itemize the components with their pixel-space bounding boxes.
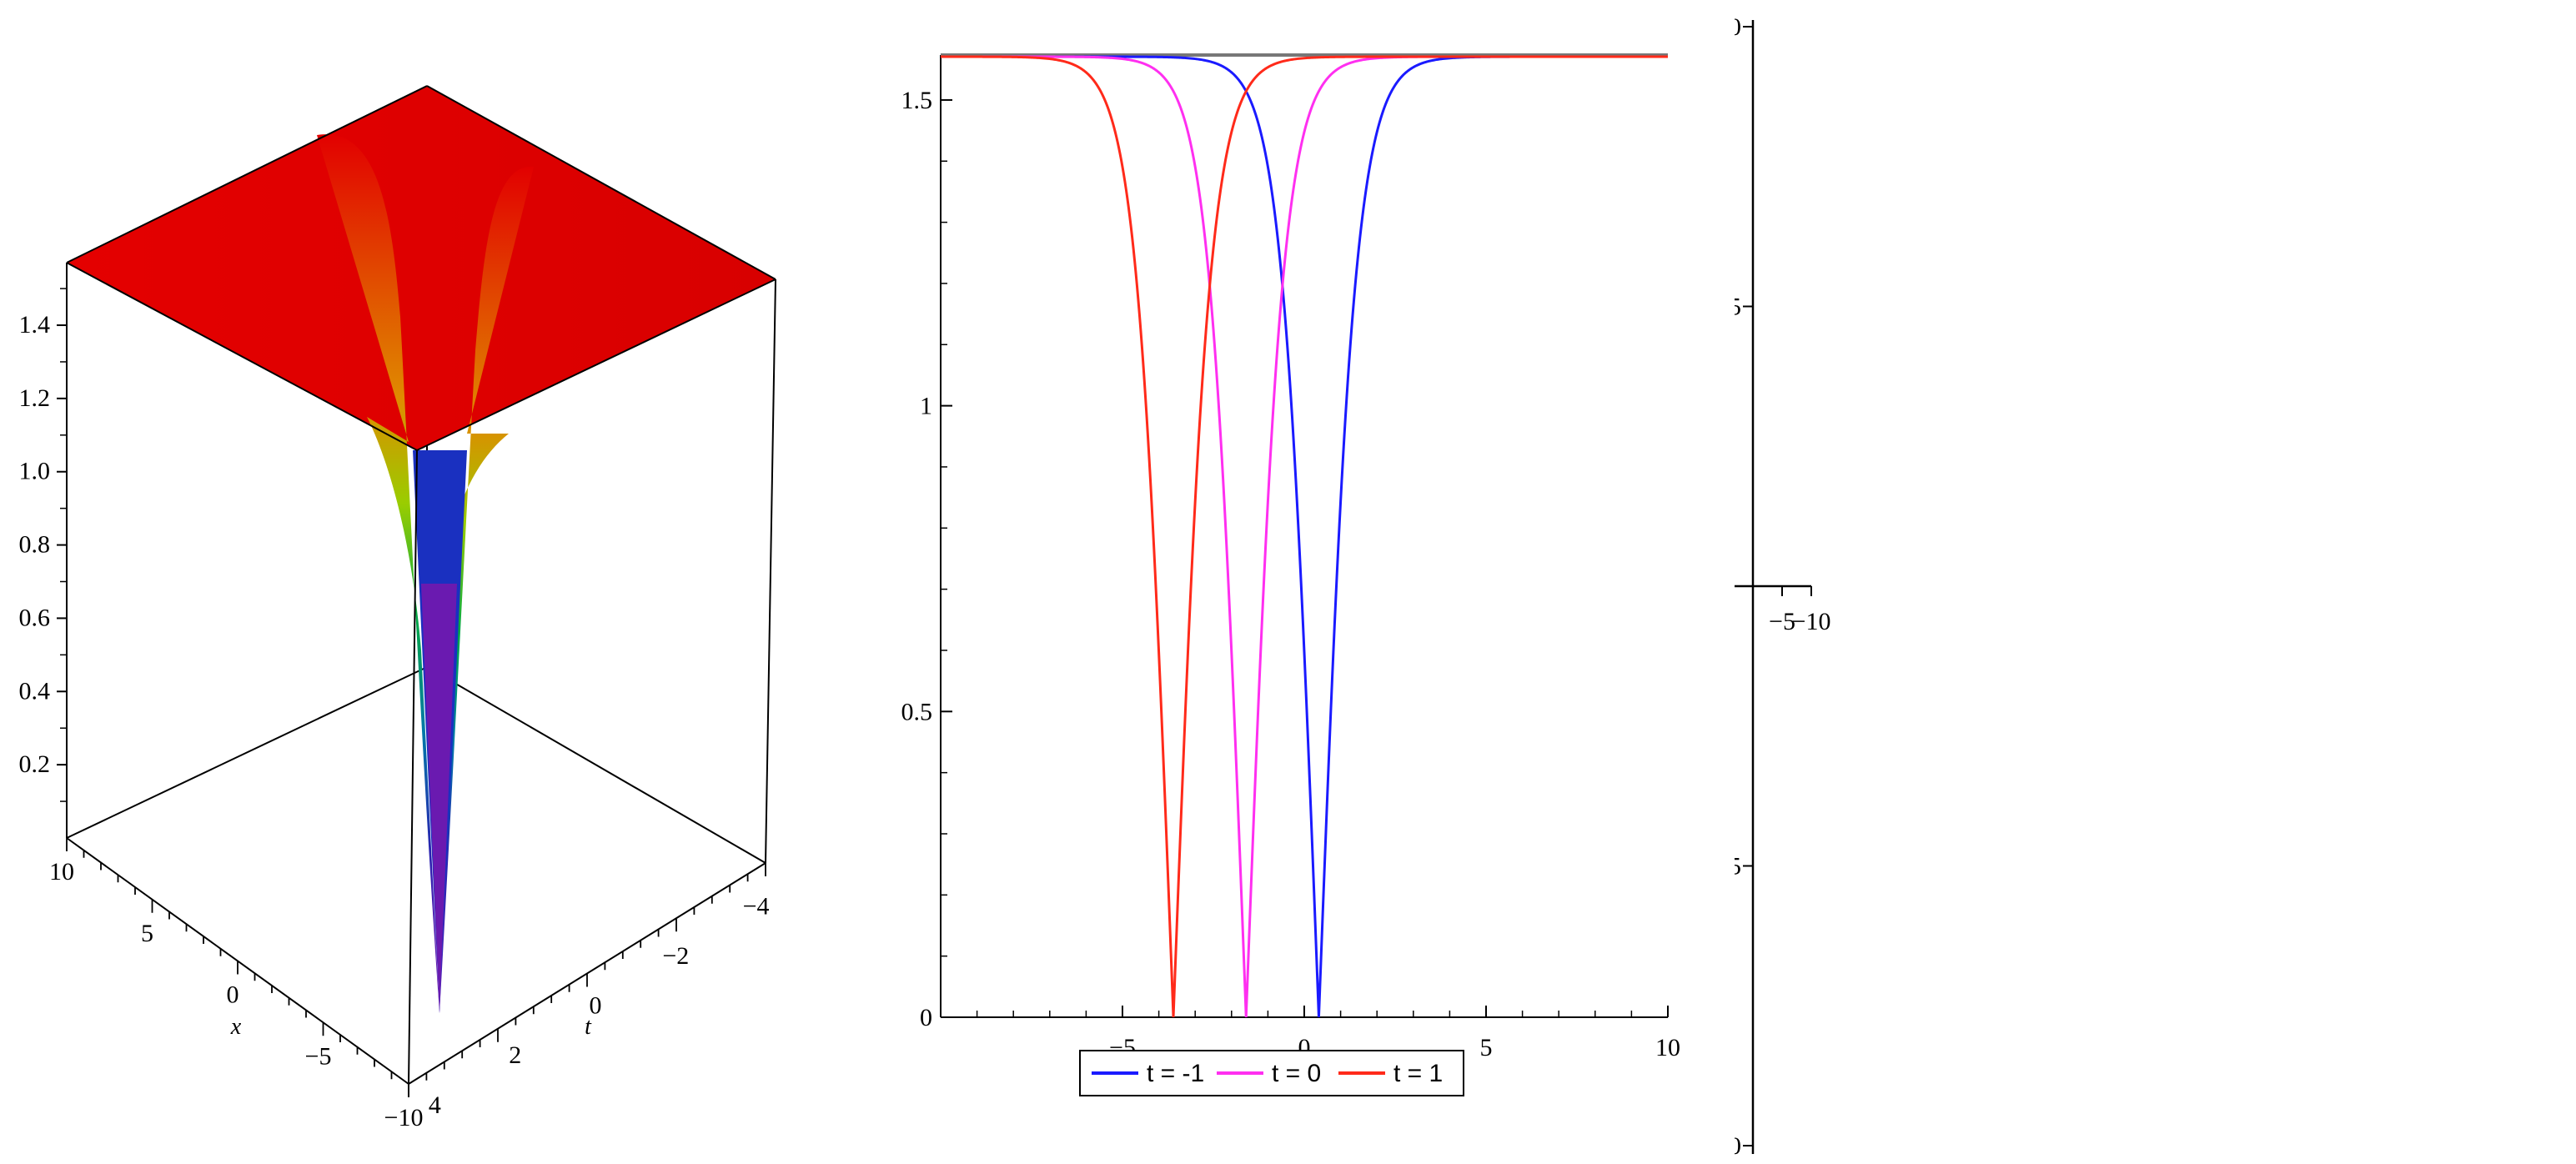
t3d-tick-label: 2 — [509, 1041, 521, 1069]
t3d-tick-label: 4 — [429, 1091, 441, 1119]
contour-line — [1735, 138, 1817, 754]
t3d-tick-label: −2 — [662, 942, 689, 970]
z-tick-label: 0.6 — [19, 604, 51, 631]
box-edge — [426, 85, 776, 280]
line-chart: 00.511.5−50510xt = -1t = 0t = 1 — [901, 53, 1680, 1098]
surface-trough-left — [317, 134, 439, 1013]
y-tick-label: 1 — [920, 393, 932, 420]
x3d-tick-label: 10 — [49, 858, 74, 886]
contour-line — [1735, 553, 1817, 1164]
legend-label: t = 1 — [1393, 1060, 1443, 1087]
box-edge — [426, 666, 766, 864]
box-edge — [66, 85, 428, 263]
legend-label: t = -1 — [1147, 1060, 1204, 1087]
box-edge — [66, 262, 418, 451]
x3d-tick-label: −10 — [384, 1104, 424, 1131]
series-line-2 — [941, 55, 1668, 1018]
z-tick-label: 0.2 — [19, 750, 51, 778]
contour-line — [1735, 206, 1817, 821]
x-tick-label: −5 — [1769, 608, 1795, 635]
contour-line — [1735, 441, 1817, 1056]
contour-line — [1735, 250, 1817, 865]
contour-plot: −10−5510105−5−10tx — [1735, 13, 1831, 1164]
surface-plot-panel: 0.2 0.4 0.6 0.8 1.0 1.2 1.4 10 5 0 −5 −10 x 4 2 0 −2 −4 t — [0, 0, 834, 1164]
contour-line — [1735, 508, 1817, 1123]
y-tick-label: 0 — [920, 1004, 932, 1031]
surface-trough-tip — [421, 584, 457, 1013]
series-line-1 — [941, 55, 1668, 1018]
contour-plot-panel: −10−5510105−5−10tx — [1735, 0, 2576, 1164]
contour-line — [1735, 575, 1817, 1164]
contour-band — [1735, 138, 1817, 1164]
t3d-tick-label: −4 — [743, 892, 770, 920]
legend-label: t = 0 — [1272, 1060, 1321, 1087]
t-tick-label: −10 — [1735, 1132, 1741, 1160]
legend-box — [1079, 1050, 1464, 1096]
x-tick-label: 10 — [1655, 1034, 1680, 1061]
line-chart-panel: 00.511.5−50510xt = -1t = 0t = 1 — [834, 0, 1735, 1164]
box-edge — [416, 278, 776, 451]
t-tick-label: 5 — [1735, 294, 1741, 321]
contour-line — [1735, 597, 1817, 1164]
z-tick-label: 1.0 — [19, 458, 51, 485]
contour-edge-line — [1735, 158, 1817, 774]
contour-line — [1735, 183, 1817, 799]
contour-ridge-line — [1735, 356, 1817, 988]
z-tick-label: 1.4 — [19, 311, 51, 339]
t3d-axis-label: t — [585, 1014, 592, 1040]
y-tick-label: 0.5 — [901, 698, 933, 725]
x3d-tick-label: 5 — [141, 920, 153, 947]
x3d-tick-label: 0 — [227, 981, 239, 1009]
box-edge — [66, 666, 428, 839]
contour-band-mid — [1735, 223, 1817, 1129]
contour-line — [1735, 228, 1817, 844]
contour-line — [1735, 161, 1817, 776]
contour-edge-line — [1735, 578, 1817, 1164]
t-tick-label: −5 — [1735, 853, 1741, 881]
x-tick-label: −10 — [1792, 608, 1831, 635]
t3d-tick-label: 0 — [590, 992, 602, 1020]
z-tick-label: 1.2 — [19, 384, 51, 412]
contour-line — [1735, 485, 1817, 1101]
box-edge — [408, 449, 418, 1085]
contour-band-core — [1735, 278, 1817, 1073]
contour-line — [1735, 273, 1817, 888]
contour-line — [1735, 463, 1817, 1078]
contour-line — [1735, 295, 1817, 911]
box-edge — [765, 278, 776, 864]
surface-plateau — [67, 86, 776, 450]
contour-ridge-line — [1735, 395, 1817, 1027]
x-tick-label: 5 — [1480, 1034, 1493, 1061]
z-tick-label: 0.4 — [19, 677, 51, 705]
series-line-0 — [941, 55, 1668, 1018]
x3d-axis-label: x — [230, 1014, 242, 1040]
t-tick-label: 10 — [1735, 13, 1741, 41]
contour-band-outer — [1735, 144, 1817, 1164]
surface-plot: 0.2 0.4 0.6 0.8 1.0 1.2 1.4 10 5 0 −5 −10 x 4 2 0 −2 −4 t — [19, 85, 776, 1131]
y-tick-label: 1.5 — [901, 87, 933, 114]
z-tick-label: 0.8 — [19, 531, 51, 559]
x3d-tick-label: −5 — [305, 1042, 332, 1070]
